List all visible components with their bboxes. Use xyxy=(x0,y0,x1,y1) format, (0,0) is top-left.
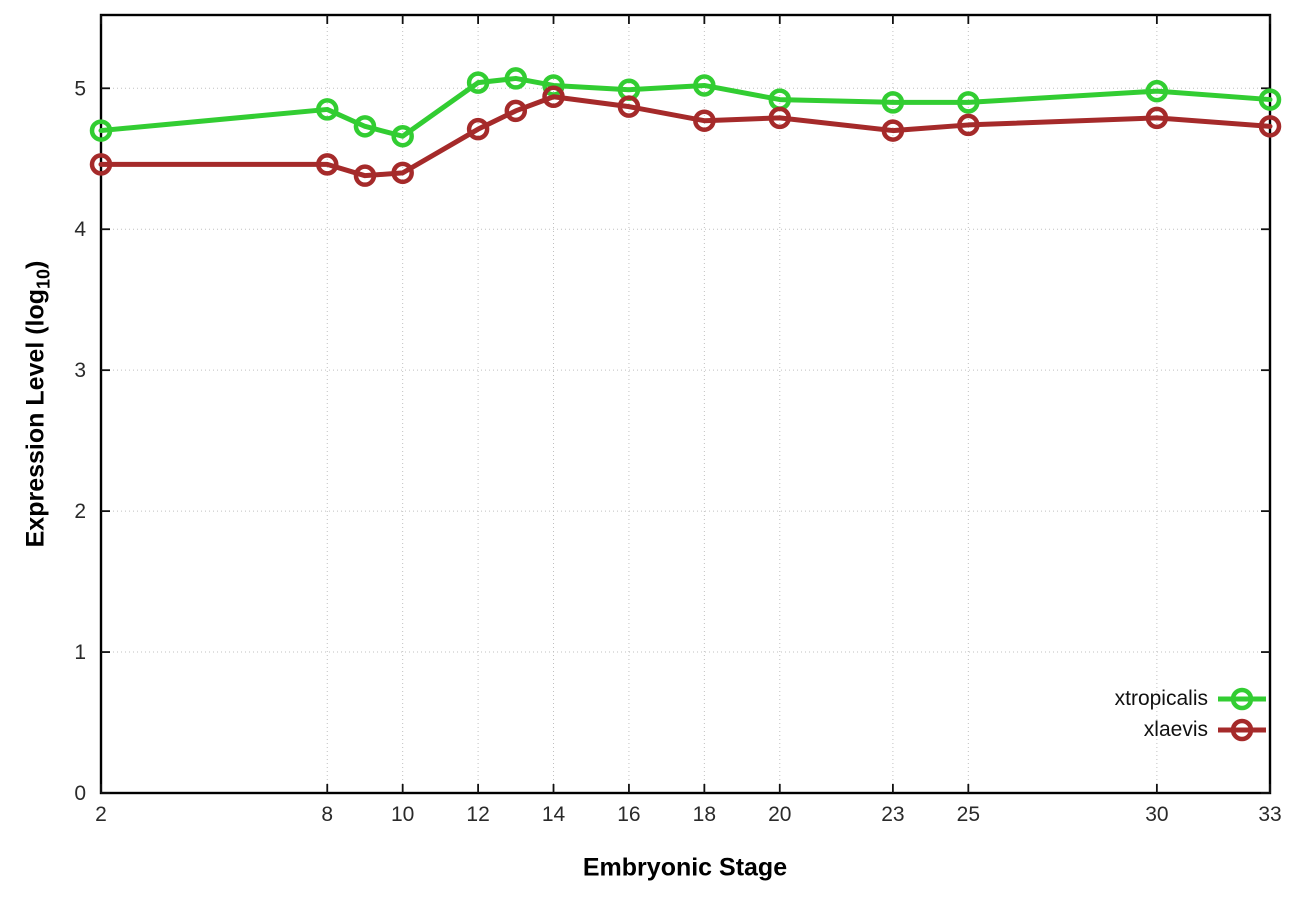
data-point-xlaevis xyxy=(1258,115,1282,138)
data-point-xtropicalis xyxy=(466,71,490,94)
data-point-xlaevis xyxy=(768,106,792,130)
x-tick-label: 10 xyxy=(391,803,414,826)
data-point-xlaevis xyxy=(542,85,565,108)
legend-marker-xlaevis xyxy=(1218,718,1266,742)
data-point-xlaevis xyxy=(504,99,528,123)
data-point-xlaevis xyxy=(1145,106,1169,130)
y-tick-label: 3 xyxy=(74,359,86,382)
y-tick-label: 1 xyxy=(74,641,86,664)
x-tick-label: 23 xyxy=(881,803,904,826)
x-tick-label: 18 xyxy=(693,803,716,826)
x-tick-label: 16 xyxy=(617,803,640,826)
y-tick-label: 0 xyxy=(74,782,86,805)
data-point-xlaevis xyxy=(353,164,377,187)
data-point-xlaevis xyxy=(316,153,339,176)
y-tick-label: 4 xyxy=(74,218,86,241)
data-point-xtropicalis xyxy=(89,119,113,142)
data-point-xtropicalis xyxy=(957,91,980,114)
y-axis-title-subscript: 10 xyxy=(33,268,54,289)
legend-label: xtropicalis xyxy=(1114,687,1208,710)
data-point-xtropicalis xyxy=(1258,88,1282,111)
legend-item-xtropicalis: xtropicalis xyxy=(1115,684,1268,714)
x-tick-label: 25 xyxy=(957,803,980,826)
x-tick-label: 8 xyxy=(321,803,333,826)
data-point-xtropicalis xyxy=(881,91,905,114)
series-line-xtropicalis xyxy=(98,75,1273,139)
data-point-xtropicalis xyxy=(504,67,528,90)
data-point-xlaevis xyxy=(957,113,980,137)
x-tick-label: 2 xyxy=(95,803,107,826)
data-point-xtropicalis xyxy=(391,124,414,148)
y-tick-label: 5 xyxy=(74,77,86,100)
data-point-xtropicalis xyxy=(353,115,377,138)
legend-marker-xtropicalis xyxy=(1218,687,1266,711)
data-point-xtropicalis xyxy=(693,74,716,97)
data-point-xlaevis xyxy=(881,119,905,142)
x-tick-label: 20 xyxy=(768,803,791,826)
x-tick-label: 14 xyxy=(542,803,566,826)
x-tick-label: 12 xyxy=(466,803,489,826)
x-tick-label: 30 xyxy=(1145,803,1168,826)
data-point-xlaevis xyxy=(466,117,490,141)
data-point-xtropicalis xyxy=(1145,79,1169,103)
y-axis-title-suffix: ) xyxy=(21,260,50,269)
series-line-xlaevis xyxy=(98,94,1273,179)
legend-label: xlaevis xyxy=(1143,718,1208,741)
plot-border xyxy=(99,13,1272,795)
legend-item-xlaevis: xlaevis xyxy=(1115,715,1268,745)
y-axis-title-text: Expression Level (log xyxy=(21,288,50,548)
data-point-xlaevis xyxy=(89,153,113,176)
data-point-xlaevis xyxy=(391,161,414,185)
y-axis-title: Expression Level (log10) xyxy=(22,261,55,548)
data-point-xtropicalis xyxy=(316,98,339,121)
x-tick-label: 33 xyxy=(1258,803,1281,826)
y-tick-label: 2 xyxy=(74,500,86,523)
data-point-xlaevis xyxy=(617,95,641,118)
data-point-xlaevis xyxy=(693,109,716,132)
legend: xtropicalis xlaevis xyxy=(1115,684,1268,745)
x-axis-title: Embryonic Stage xyxy=(582,853,788,882)
